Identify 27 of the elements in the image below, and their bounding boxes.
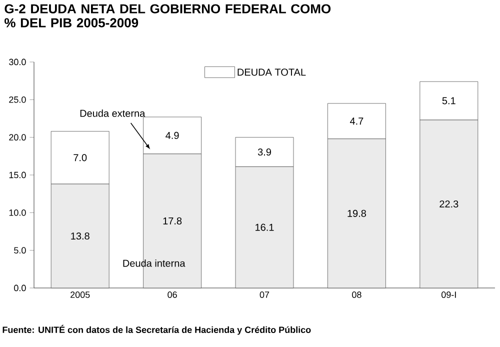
data-label: 16.1 [256, 224, 274, 231]
y-tick-label: 0.0 [14, 284, 26, 292]
data-label: 19.8 [348, 210, 366, 217]
y-tick-label: 30.0 [9, 58, 26, 66]
data-label: 22.3 [440, 200, 458, 208]
data-label: 17.8 [163, 217, 182, 224]
x-tick-label: 08 [352, 292, 362, 298]
y-tick-label: 20.0 [9, 134, 26, 141]
y-tick-label: 25.0 [9, 96, 26, 103]
x-tick-label: 06 [168, 292, 177, 298]
x-tick-label: 2005 [70, 292, 90, 298]
series-label: Deuda externa [80, 110, 146, 117]
x-tick-label: 07 [260, 292, 270, 298]
chart-title: G-2 DEUDA NETA DEL GOBIERNO FEDERAL COMO % DEL PIB 2005-2009 [4, 4, 331, 28]
data-label: 13.8 [71, 232, 90, 240]
x-tick-label: 09-I [441, 292, 456, 298]
data-label: 4.9 [166, 132, 179, 139]
y-tick-label: 15.0 [9, 172, 26, 178]
source-note: Fuente: UNITÉ con datos de la Secretaría de Hacienda y Crédito Público [2, 324, 311, 335]
data-label: 3.9 [258, 148, 271, 156]
y-tick-label: 5.0 [14, 247, 26, 254]
data-label: 5.1 [442, 97, 456, 104]
data-label: 7.0 [74, 154, 87, 162]
y-tick-label: 10.0 [9, 209, 26, 216]
series-label: Deuda interna [123, 259, 186, 267]
legend-title: DEUDA TOTAL [238, 68, 306, 76]
data-label: 4.7 [350, 118, 364, 125]
